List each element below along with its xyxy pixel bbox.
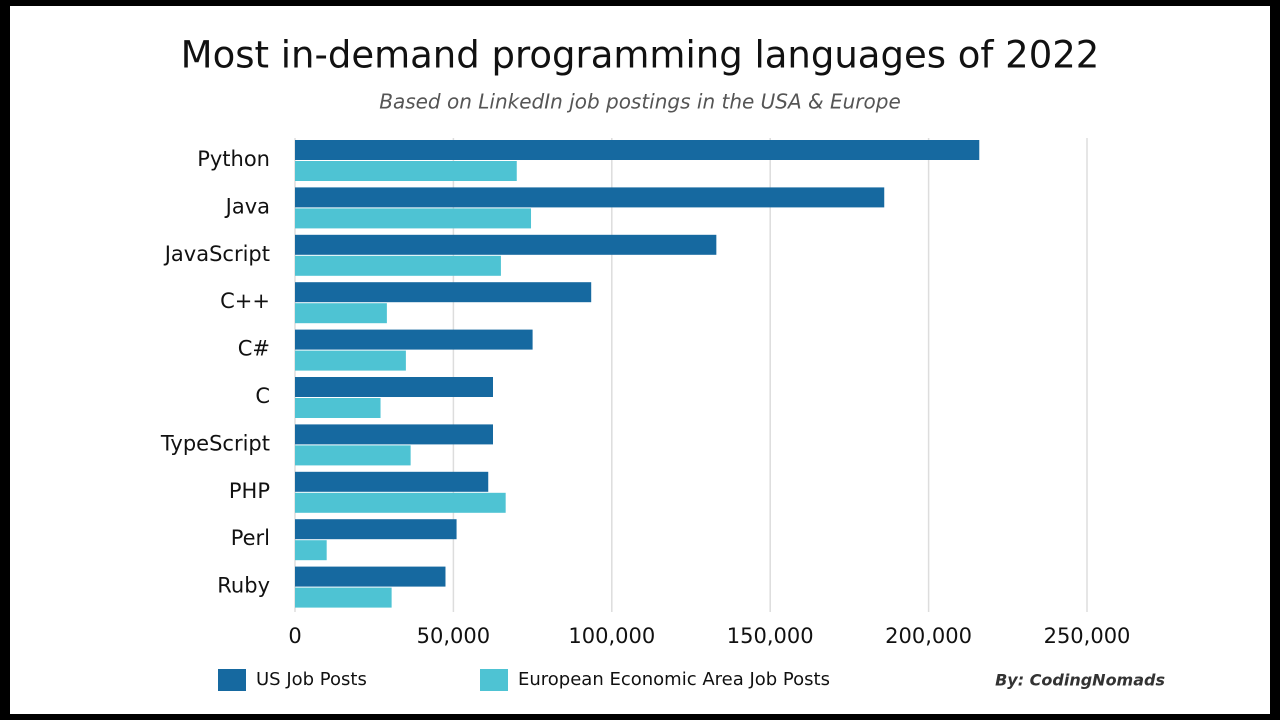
y-tick-label: C [255,384,270,408]
bar [295,492,506,513]
y-tick-label: C++ [220,289,270,313]
x-tick-label: 100,000 [568,624,655,648]
bar [295,377,493,397]
bar [295,234,717,255]
bar [295,161,517,181]
x-tick-label: 50,000 [417,624,490,648]
bar [295,566,446,587]
y-tick-label: Perl [231,526,270,550]
bar [295,540,327,561]
bar [295,140,980,160]
x-tick-label: 0 [288,624,301,648]
bar [295,187,885,208]
legend-swatch [218,669,246,691]
credit: By: CodingNomads [995,671,1165,690]
x-tick-label: 150,000 [727,624,814,648]
bar [295,471,489,492]
chart-title: Most in-demand programming languages of … [181,34,1100,77]
bar [295,329,533,350]
bar [295,282,592,303]
legend-label: US Job Posts [256,669,367,690]
bar [295,255,501,276]
y-tick-label: C# [238,337,270,361]
legend-label: European Economic Area Job Posts [518,669,830,690]
chart-subtitle: Based on LinkedIn job postings in the US… [379,90,901,114]
x-tick-label: 200,000 [885,624,972,648]
bar [295,445,411,466]
bar [295,398,381,418]
y-tick-label: Ruby [217,574,270,598]
y-tick-label: Java [224,194,270,218]
y-tick-label: Python [197,147,270,171]
bar [295,587,392,608]
bar [295,519,457,540]
bar [295,350,406,371]
y-tick-label: JavaScript [163,242,270,266]
x-tick-label: 250,000 [1044,624,1131,648]
legend-swatch [480,669,508,691]
bar [295,303,387,324]
background [10,6,1270,714]
y-tick-label: PHP [229,479,270,503]
y-tick-label: TypeScript [160,431,270,455]
bar [295,424,493,445]
bar [295,208,532,229]
